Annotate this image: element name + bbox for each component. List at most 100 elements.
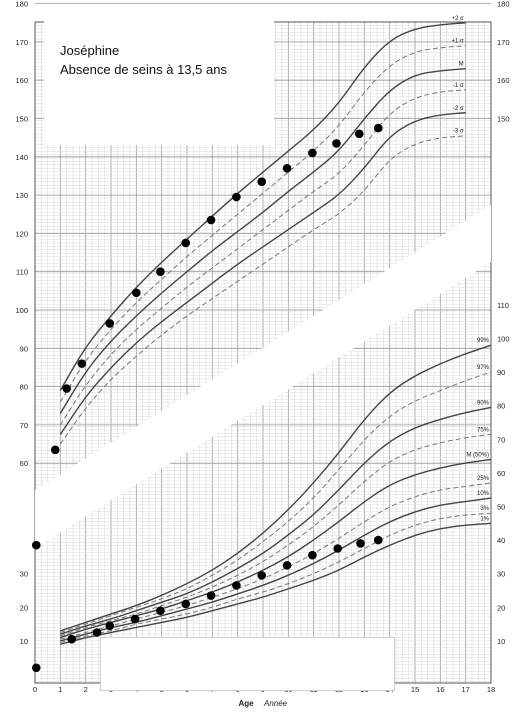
- weight-measurement-point: [333, 544, 343, 553]
- weight-curve-label: 99%: [477, 338, 490, 344]
- weight-y-tick-left: 20: [20, 603, 28, 612]
- height-measurement-point: [373, 123, 383, 133]
- weight-measurement-point: [356, 539, 365, 548]
- x-axis-label-alt: Année: [263, 699, 288, 708]
- weight-curve-label: 97%: [477, 365, 490, 371]
- height-curve-label: +2 σ: [451, 16, 464, 22]
- height-measurement-point: [62, 384, 71, 393]
- weight-y-tick-right: 80: [497, 402, 505, 411]
- height-y-tick-right: 170: [497, 38, 510, 47]
- weight-y-tick-left: 30: [20, 570, 28, 579]
- height-y-tick-left: 170: [15, 38, 28, 47]
- height-y-tick-left: 160: [15, 76, 28, 85]
- x-tick-label: 17: [461, 685, 469, 694]
- height-y-tick-left: 130: [15, 191, 28, 200]
- height-measurement-point: [50, 445, 60, 455]
- weight-curve-label: 3%: [480, 506, 489, 512]
- weight-measurement-point: [232, 581, 241, 590]
- weight-measurement-point: [373, 535, 383, 545]
- height-measurement-point: [257, 177, 267, 186]
- height-curve-label: -1 σ: [453, 83, 464, 89]
- x-axis-label: Age: [238, 699, 254, 708]
- weight-y-tick-right: 100: [497, 335, 510, 344]
- height-measurement-point: [77, 359, 87, 368]
- weight-y-tick-right: 70: [497, 435, 505, 444]
- height-measurement-point: [308, 148, 317, 158]
- weight-measurement-point: [156, 606, 165, 615]
- height-curve: [59, 89, 466, 426]
- weight-curve-label: 25%: [477, 476, 490, 482]
- annotation-box: [44, 17, 274, 145]
- weight-measurement-point: [206, 591, 216, 600]
- height-measurement-point: [354, 129, 364, 139]
- weight-curve: [60, 522, 492, 645]
- height-curve: [59, 68, 466, 414]
- weight-curve-label: 10%: [477, 491, 490, 497]
- weight-measurement-point: [257, 571, 267, 580]
- separator-bands: [35, 205, 491, 595]
- weight-y-tick-right: 110: [497, 301, 509, 310]
- weight-curve-label: 1%: [480, 516, 489, 522]
- height-y-tick-right: 160: [497, 76, 510, 85]
- weight-y-tick-right: 20: [497, 603, 505, 612]
- height-y-tick-left: 120: [15, 229, 28, 238]
- weight-curve: [60, 497, 492, 642]
- weight-curve: [60, 458, 492, 639]
- height-curve: [59, 45, 466, 403]
- weight-curve-label: 90%: [477, 400, 490, 406]
- weight-y-tick-right: 50: [497, 503, 505, 512]
- height-y-tick-left: 180: [15, 0, 28, 9]
- height-measurement-point: [105, 319, 115, 328]
- weight-y-tick-right: 40: [497, 536, 505, 545]
- height-curve-label: -2 σ: [453, 106, 464, 112]
- height-measurement-point: [332, 139, 341, 148]
- height-measurement-point: [156, 267, 165, 277]
- height-curve: [59, 135, 466, 445]
- x-tick-label: 2: [84, 685, 88, 694]
- x-tick-label: 0: [33, 685, 37, 694]
- weight-measurement-point: [31, 540, 41, 550]
- x-tick-label: 18: [487, 685, 495, 694]
- blank-box: [100, 637, 395, 691]
- height-y-tick-left: 110: [16, 268, 28, 277]
- weight-y-tick-right: 10: [497, 637, 505, 646]
- height-y-tick-left: 80: [20, 383, 28, 392]
- weight-curve: [60, 344, 492, 632]
- height-curve: [59, 22, 466, 391]
- height-y-tick-left: 70: [20, 421, 28, 430]
- weight-curve: [60, 512, 492, 644]
- weight-curve: [60, 482, 492, 640]
- height-curve: [59, 112, 466, 435]
- separator-band-edge: [35, 255, 491, 548]
- weight-curve: [60, 433, 492, 637]
- weight-measurement-point: [308, 550, 317, 560]
- weight-measurement-point: [282, 561, 292, 570]
- weight-y-tick-right: 30: [497, 570, 505, 579]
- height-y-tick-left: 100: [15, 306, 28, 315]
- height-measurement-point: [181, 238, 191, 248]
- height-y-tick-left: 60: [20, 459, 28, 468]
- height-y-tick-left: 90: [20, 344, 28, 353]
- height-measurement-point: [206, 215, 216, 225]
- weight-measurement-point: [130, 614, 140, 624]
- x-tick-label: 15: [411, 685, 419, 694]
- tick-labels: 6070809010011012013014015016017018015016…: [15, 0, 509, 708]
- measurement-points: [31, 123, 383, 673]
- height-measurement-point: [232, 192, 241, 202]
- height-curve-label: +1 σ: [451, 39, 464, 45]
- top-separator-band: [35, 205, 491, 545]
- x-tick-label: 1: [58, 685, 62, 694]
- weight-measurement-point: [181, 599, 191, 609]
- weight-y-tick-right: 60: [497, 469, 505, 478]
- height-y-tick-right: 150: [497, 115, 510, 124]
- weight-measurement-point: [67, 634, 77, 644]
- weight-measurement-point: [92, 628, 102, 637]
- height-y-tick-left: 140: [15, 153, 28, 162]
- weight-y-tick-right: 90: [497, 368, 505, 377]
- patient-name: Joséphine: [60, 43, 120, 58]
- height-curve-label: -3 σ: [453, 129, 464, 135]
- weight-y-tick-left: 10: [20, 637, 28, 646]
- weight-curve-label: 75%: [477, 427, 490, 433]
- height-y-tick-right: 180: [497, 0, 510, 9]
